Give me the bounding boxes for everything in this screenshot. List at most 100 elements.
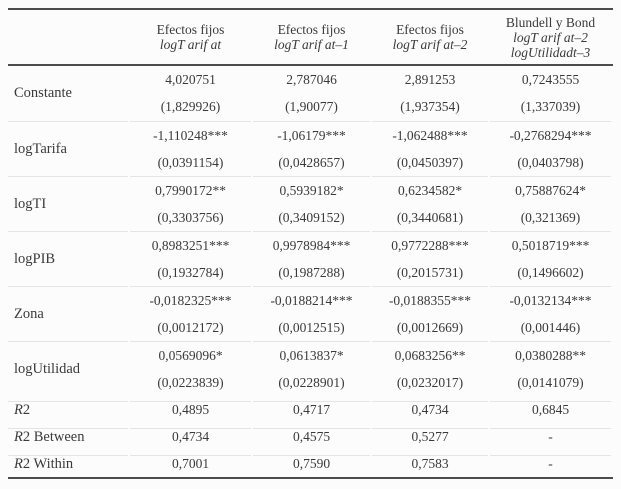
coef-cell: 2,891253 (1,937354): [372, 66, 488, 121]
std-error-value: (0,0391154): [157, 154, 224, 170]
table-row-logutilidad: logUtilidad 0,0569096* (0,0223839) 0,061…: [8, 341, 613, 396]
stat-value: 0,4895: [130, 401, 251, 418]
coef-cell: -0,0182325*** (0,0012172): [130, 286, 251, 341]
estimate-value: 0,75887624*: [515, 182, 586, 198]
row-label: logPIB: [8, 231, 128, 286]
table-row-constante: Constante 4,020751 (1,829926) 2,787046 (…: [8, 66, 613, 121]
coef-cell: -0,2768294*** (0,0403798): [490, 121, 611, 176]
std-error-value: (0,1987288): [278, 264, 345, 280]
coef-cell: 0,5939182* (0,3409152): [253, 176, 370, 231]
std-error-value: (0,2015731): [396, 264, 464, 280]
model-spec: logT arif at–2: [392, 37, 468, 52]
std-error-value: (0,0428657): [278, 154, 345, 170]
stat-value: 0,4575: [253, 428, 370, 445]
estimate-value: 0,7243555: [521, 71, 580, 87]
r2-symbol: R: [14, 401, 23, 418]
coef-cell: -0,0188214*** (0,0012515): [253, 286, 370, 341]
coef-cell: 0,0380288** (0,0141079): [490, 341, 611, 396]
std-error-value: (0,0228901): [278, 374, 345, 390]
stat-value: 0,7583: [372, 455, 488, 472]
coef-cell: -1,110248*** (0,0391154): [130, 121, 251, 176]
stat-value: -: [490, 428, 611, 445]
estimate-value: 2,787046: [286, 71, 337, 87]
coef-cell: 4,020751 (1,829926): [130, 66, 251, 121]
estimate-value: 0,6234582*: [397, 182, 463, 198]
coef-cell: 0,7990172** (0,3303756): [130, 176, 251, 231]
row-label: logTarifa: [8, 121, 128, 176]
row-label: Constante: [14, 85, 72, 101]
model-name: Efectos fijos: [396, 22, 464, 37]
estimate-value: -1,110248***: [153, 127, 228, 143]
std-error-value: (0,3440681): [396, 209, 464, 225]
std-error-value: (1,337039): [520, 99, 581, 115]
estimate-value: 4,020751: [165, 71, 216, 87]
coef-cell: 0,5018719*** (0,1496602): [490, 231, 611, 286]
coef-cell: -0,0132134*** (0,001446): [490, 286, 611, 341]
stat-value: 0,7590: [253, 455, 370, 472]
estimate-value: -1,06179***: [277, 127, 346, 143]
model-name: Efectos fijos: [277, 22, 346, 37]
estimate-value: 0,9772288***: [391, 237, 469, 253]
r2-label-rest: 2: [22, 401, 31, 418]
coef-cell: 0,75887624* (0,321369): [490, 176, 611, 231]
coef-cell: -1,06179*** (0,0428657): [253, 121, 370, 176]
estimate-value: 0,5018719***: [511, 237, 590, 253]
column-header-model-2: Efectos fijos logT arif at–1: [253, 22, 370, 52]
estimate-value: -0,2768294***: [509, 127, 592, 143]
row-label: logUtilidad: [8, 341, 128, 396]
coef-cell: -0,0188355*** (0,0012669): [372, 286, 488, 341]
stat-value: 0,6845: [490, 401, 611, 418]
column-header-model-4: Blundell y Bond logT arif at–2 logUtilid…: [490, 15, 611, 60]
row-label: logTI: [8, 176, 128, 231]
coef-cell: 0,9978984*** (0,1987288): [253, 231, 370, 286]
std-error-value: (1,90077): [285, 99, 338, 115]
estimate-value: 0,0380288**: [515, 347, 586, 363]
stat-value: 0,5277: [372, 428, 488, 445]
coef-cell: 0,0613837* (0,0228901): [253, 341, 370, 396]
model-spec-2: logUtilidadt–3: [510, 44, 591, 60]
stat-value: 0,4734: [372, 401, 488, 418]
stat-value: 0,7001: [130, 455, 251, 472]
estimate-value: 0,7990172**: [155, 182, 226, 198]
stat-value: 0,4734: [130, 428, 251, 445]
row-label: Zona: [8, 286, 128, 341]
coef-cell: 0,0569096* (0,0223839): [130, 341, 251, 396]
std-error-value: (1,937354): [400, 99, 460, 115]
estimate-value: 0,8983251***: [151, 237, 230, 253]
estimate-value: 0,0613837*: [279, 347, 344, 363]
model-name: Efectos fijos: [156, 22, 225, 37]
std-error-value: (0,1496602): [517, 264, 584, 280]
model-spec: logT arif at–1: [274, 37, 349, 52]
estimate-value: 0,0683256**: [394, 347, 466, 363]
std-error-value: (1,829926): [160, 99, 221, 115]
std-error-value: (0,321369): [520, 209, 581, 225]
estimate-value: 2,891253: [404, 71, 456, 87]
std-error-value: (0,0012515): [278, 319, 345, 335]
coef-cell: 0,6234582* (0,3440681): [372, 176, 488, 231]
table-row-logti: logTI 0,7990172** (0,3303756) 0,5939182*…: [8, 176, 613, 231]
coef-cell: 0,7243555 (1,337039): [490, 66, 611, 121]
r2-symbol: R: [14, 428, 23, 445]
std-error-value: (0,0450397): [396, 154, 464, 170]
std-error-value: (0,0012172): [157, 319, 224, 335]
std-error-value: (0,0232017): [396, 374, 464, 390]
estimate-value: -0,0188214***: [270, 292, 353, 308]
r2-label-rest: 2 Between: [22, 428, 85, 445]
coef-cell: 0,9772288*** (0,2015731): [372, 231, 488, 286]
coef-cell: -1,062488*** (0,0450397): [372, 121, 488, 176]
table-header-row: Efectos fijos logT arif at Efectos fijos…: [8, 10, 613, 66]
std-error-value: (0,1932784): [157, 264, 224, 280]
estimate-value: -0,0188355***: [388, 292, 472, 308]
model-spec: logT arif at–2: [513, 29, 588, 45]
coef-cell: 0,8983251*** (0,1932784): [130, 231, 251, 286]
column-header-model-3: Efectos fijos logT arif at–2: [372, 22, 488, 52]
stat-value: -: [490, 455, 611, 472]
coef-cell: 2,787046 (1,90077): [253, 66, 370, 121]
estimate-value: 0,9978984***: [272, 237, 351, 253]
